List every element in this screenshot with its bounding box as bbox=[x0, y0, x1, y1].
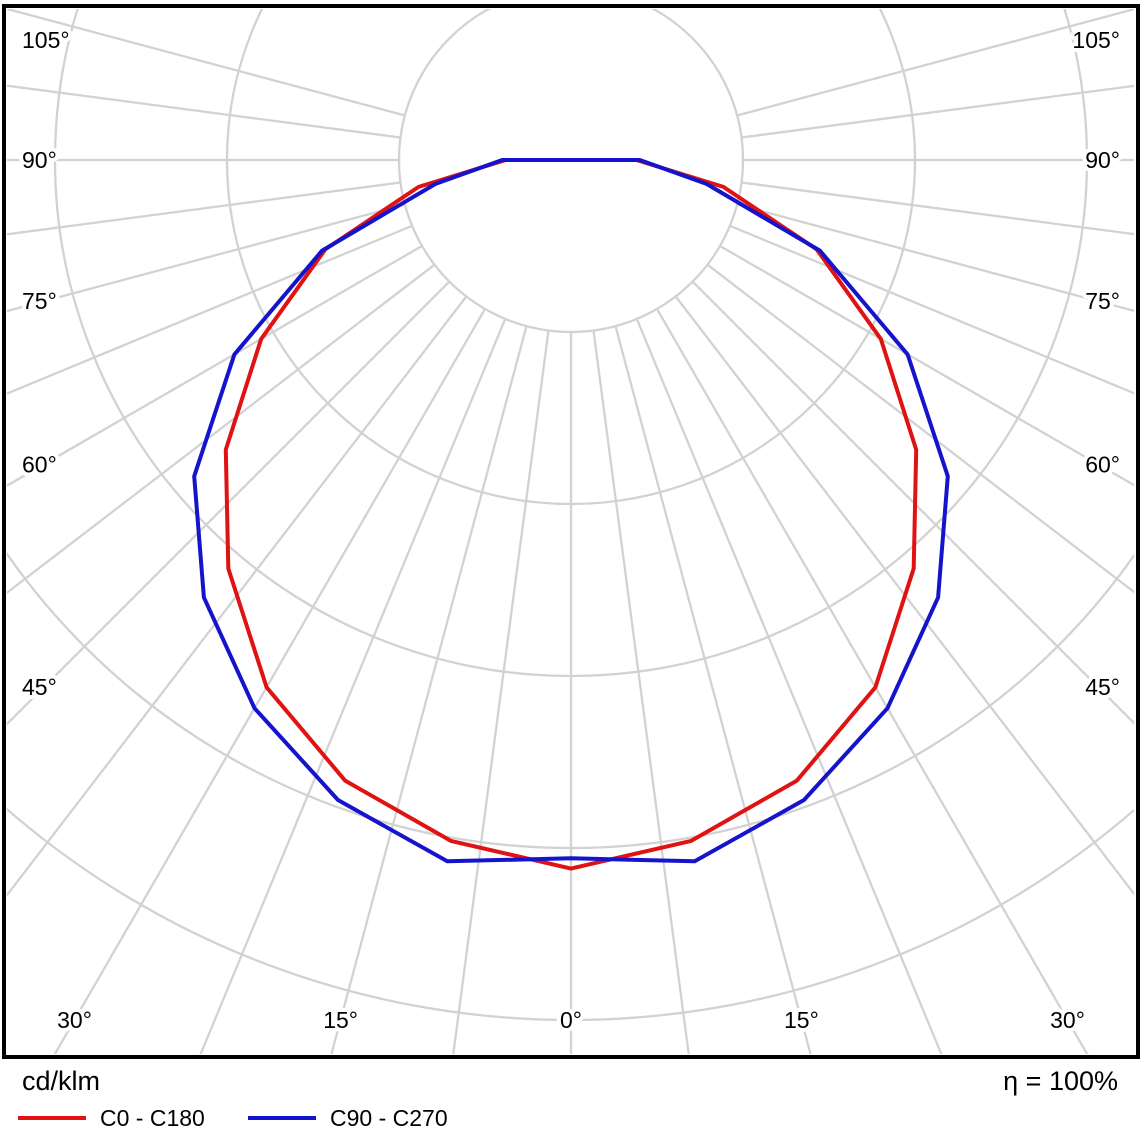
grid-ray bbox=[199, 318, 507, 1054]
grid-ray bbox=[7, 9, 406, 117]
grid-ray bbox=[736, 203, 1134, 313]
grid-ray bbox=[719, 245, 1134, 487]
grid-ray bbox=[330, 325, 528, 1054]
angle-label-right: 75° bbox=[1085, 288, 1120, 314]
polar-plot: 105° 105° 90° 90° 75° 75° 60° 60° 45° 45° 30° 15° 0°… bbox=[2, 4, 1140, 1059]
grid-ray bbox=[729, 224, 1134, 395]
footer: cd/klm η = 100% C0 - C180 C90 - C270 bbox=[0, 1062, 1142, 1132]
angle-label-bottom: 0° bbox=[560, 1007, 582, 1033]
angle-label-left: 105° bbox=[22, 27, 70, 53]
unit-label: cd/klm bbox=[22, 1066, 101, 1096]
angle-label-left: 45° bbox=[22, 674, 57, 700]
grid-ray bbox=[736, 9, 1134, 117]
grid-ray bbox=[7, 181, 401, 236]
grid-ray bbox=[452, 330, 550, 1054]
grid-ring bbox=[397, 9, 745, 334]
grid-and-curves bbox=[7, 9, 1134, 1054]
grid-ray bbox=[741, 84, 1134, 139]
grid-ray bbox=[691, 280, 1134, 725]
legend-swatch-blue-line bbox=[248, 1116, 316, 1120]
curve-c0-c180 bbox=[223, 158, 919, 871]
angle-label-bottom: 30° bbox=[1050, 1007, 1085, 1033]
grid-ray bbox=[7, 245, 423, 487]
angle-label-right: 60° bbox=[1085, 451, 1120, 477]
grid-ray bbox=[7, 295, 468, 897]
grid-ray bbox=[706, 263, 1134, 594]
angle-label-left: 90° bbox=[22, 147, 57, 173]
curve-c90-c270 bbox=[192, 158, 950, 864]
legend-label-c0-c180: C0 - C180 bbox=[100, 1104, 205, 1131]
angle-label-right: 45° bbox=[1085, 674, 1120, 700]
grid-ray bbox=[614, 325, 812, 1054]
grid-ray bbox=[656, 308, 1089, 1054]
angle-label-bottom: 15° bbox=[323, 1007, 358, 1033]
angle-label-left: 75° bbox=[22, 288, 57, 314]
grid-ray bbox=[7, 224, 413, 395]
legend-item-c90-c270: C90 - C270 bbox=[248, 1104, 448, 1132]
legend-label-c90-c270: C90 - C270 bbox=[330, 1104, 448, 1131]
angle-label-bottom: 30° bbox=[57, 1007, 92, 1033]
grid-ray bbox=[674, 295, 1134, 896]
grid-ray bbox=[592, 330, 690, 1054]
grid-ray bbox=[53, 308, 486, 1054]
grid-ray bbox=[7, 263, 436, 595]
plot-frame bbox=[2, 4, 1140, 1059]
grid-ray bbox=[741, 181, 1134, 236]
angle-label-bottom: 15° bbox=[784, 1007, 819, 1033]
grid-ray bbox=[7, 280, 451, 726]
legend-swatch-red-line bbox=[18, 1116, 86, 1120]
legend-item-c0-c180: C0 - C180 bbox=[18, 1104, 205, 1132]
angle-label-left: 60° bbox=[22, 451, 57, 477]
angle-label-right: 105° bbox=[1072, 27, 1120, 53]
legend: C0 - C180 C90 - C270 bbox=[0, 1104, 1142, 1132]
angle-label-right: 90° bbox=[1085, 147, 1120, 173]
grid-ray bbox=[7, 203, 406, 313]
grid-ray bbox=[635, 318, 943, 1054]
grid-ray bbox=[7, 84, 401, 139]
efficiency-label: η = 100% bbox=[1003, 1066, 1118, 1096]
